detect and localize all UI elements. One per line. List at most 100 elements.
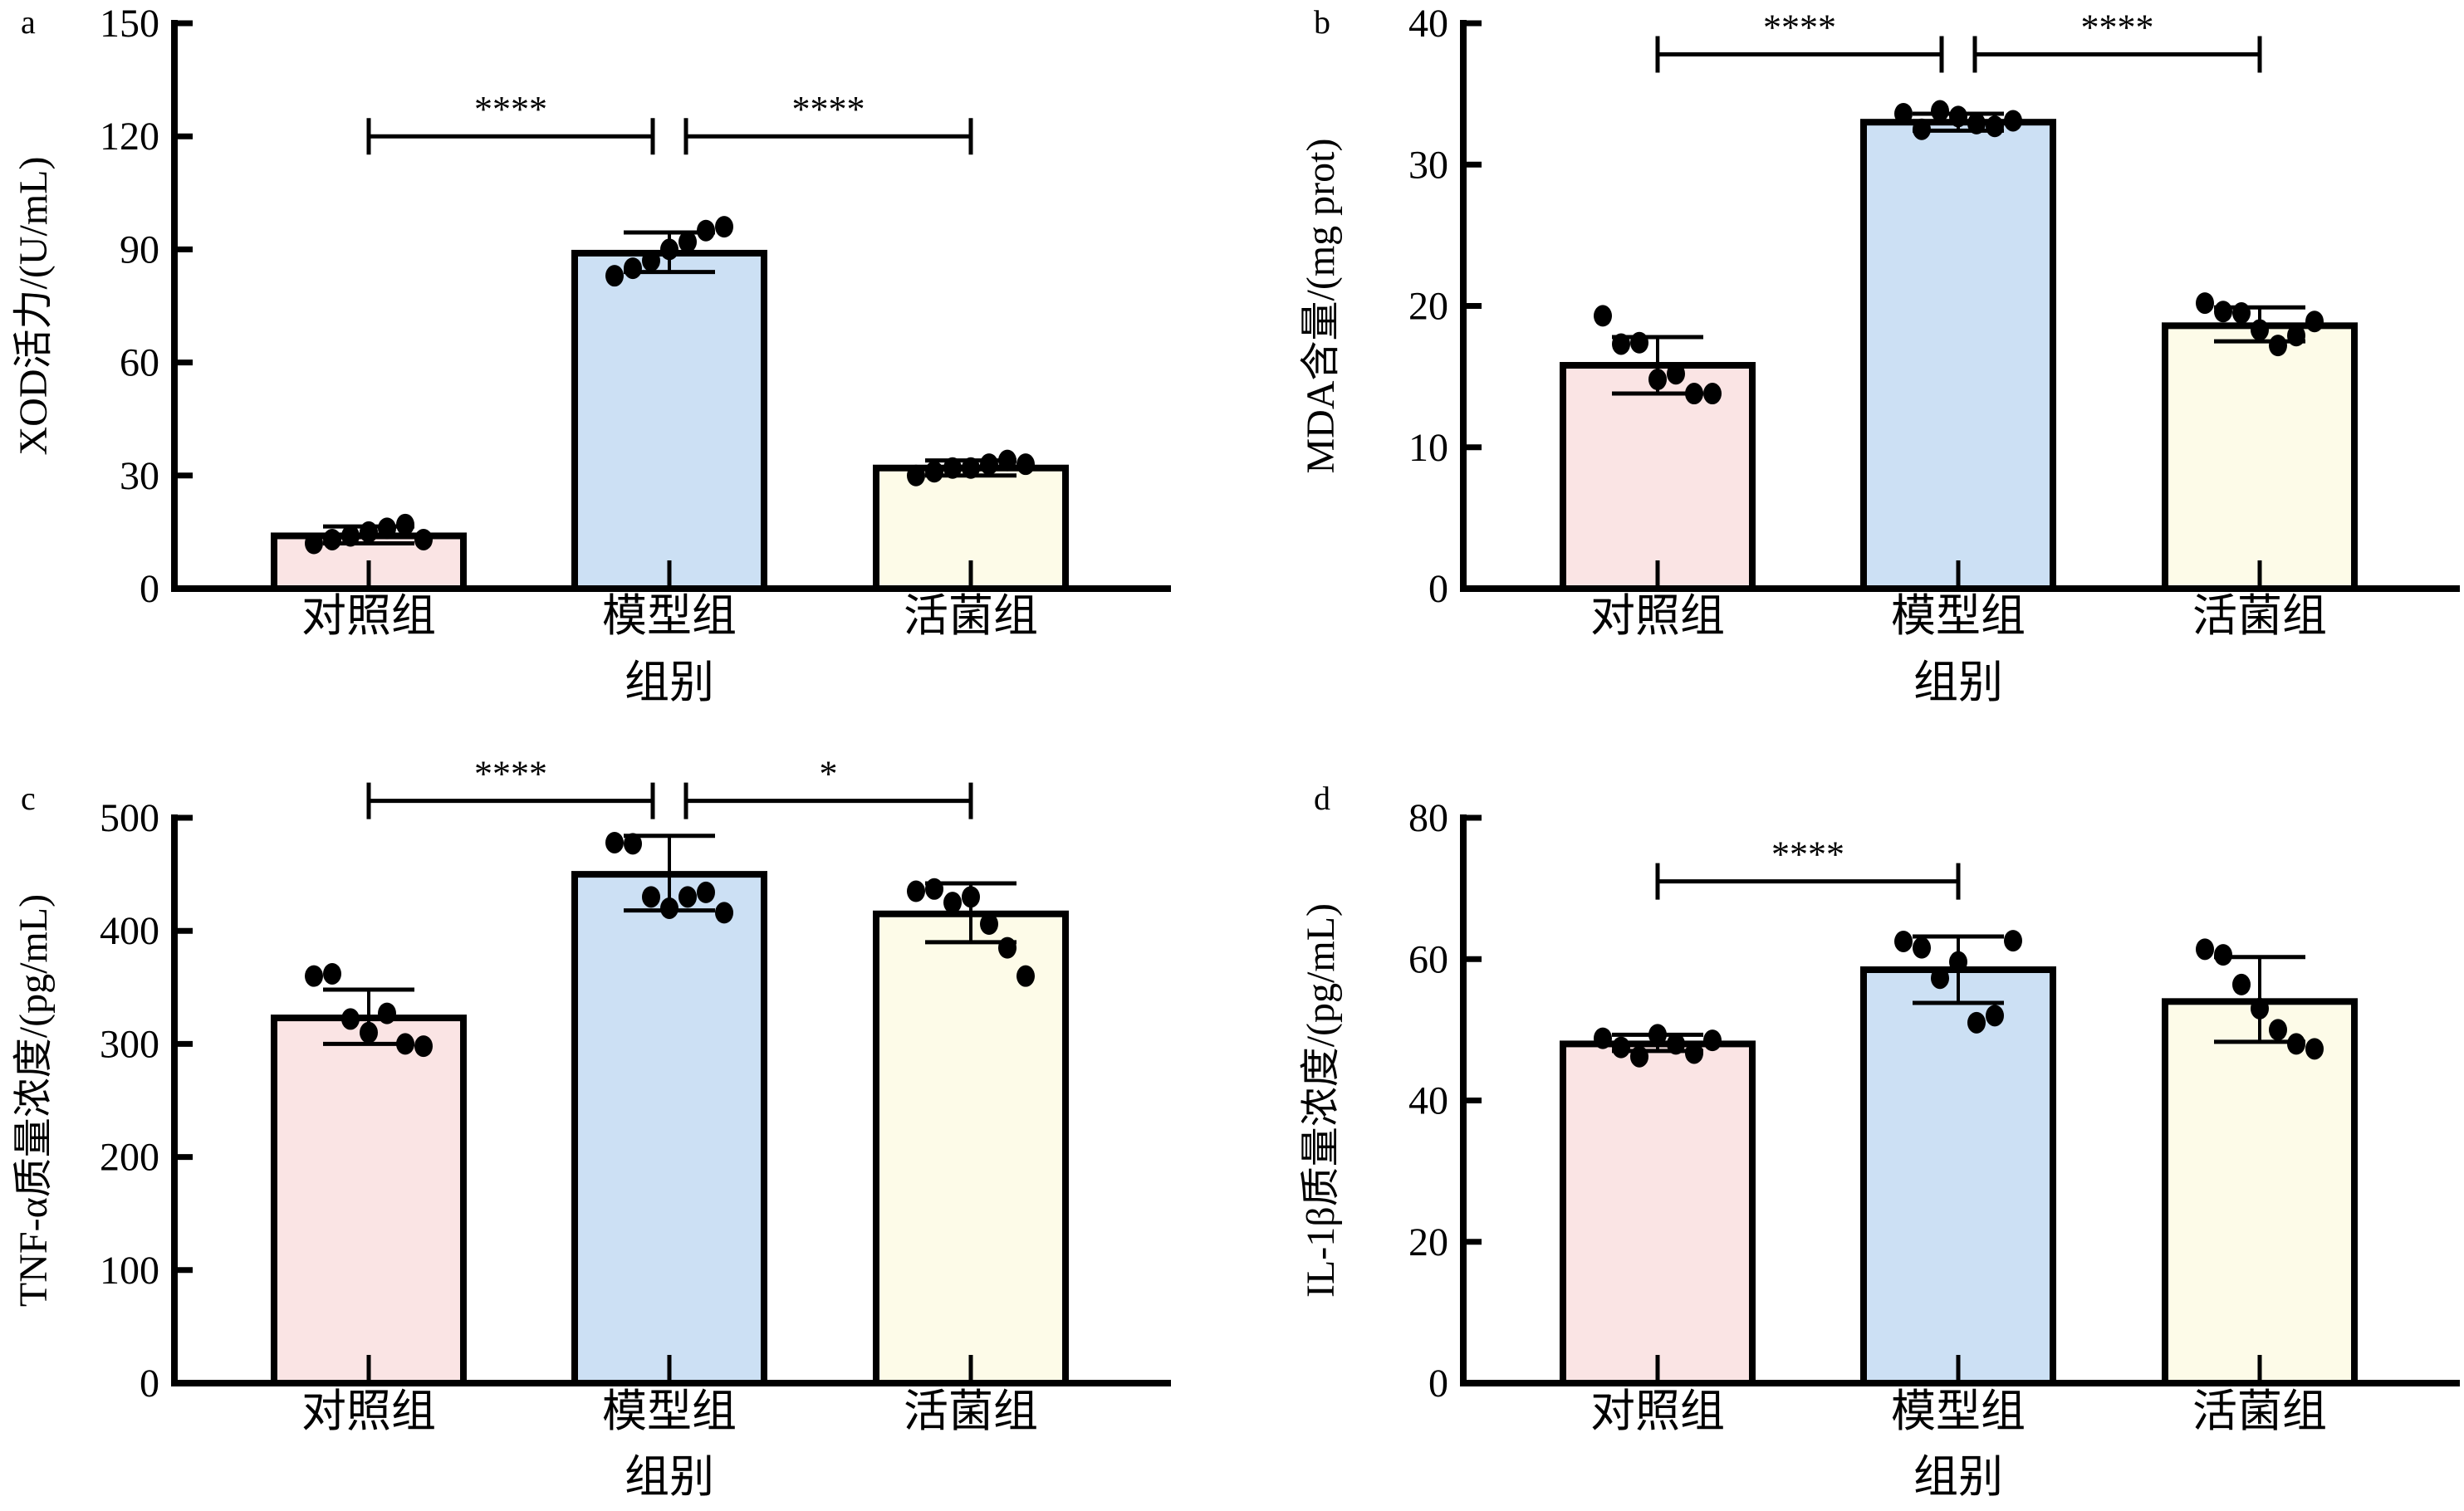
data-point (1630, 1045, 1648, 1068)
data-point (1016, 965, 1035, 987)
data-point (1913, 936, 1931, 959)
category-label: 活菌组 (904, 591, 1038, 641)
x-axis-label: 组别 (625, 1452, 714, 1502)
y-tick-label: 20 (1408, 285, 1448, 329)
data-point (2004, 110, 2022, 132)
data-point (2196, 292, 2214, 315)
data-point (2214, 944, 2232, 966)
data-point (396, 1033, 414, 1055)
data-point (605, 265, 624, 287)
data-point (678, 886, 697, 908)
data-point (360, 1021, 378, 1044)
data-point (715, 902, 733, 924)
data-point (697, 881, 715, 903)
data-point (998, 449, 1016, 472)
bar-control (1560, 362, 1756, 592)
chart-panel-c: c 0 100 200 300 400 500 对照组 模型组 活菌组 TNF-α质量浓度/(pg/… (12, 754, 1171, 1502)
data-point (2251, 997, 2269, 1020)
data-point (2305, 1038, 2324, 1060)
y-tick-label: 40 (1408, 2, 1448, 46)
data-point (642, 886, 660, 908)
y-tick-label: 30 (1408, 143, 1448, 187)
data-point (998, 936, 1016, 959)
bar-live (2162, 322, 2358, 592)
data-point (642, 250, 660, 272)
y-tick-label: 30 (120, 454, 159, 498)
category-label: 活菌组 (904, 1386, 1038, 1436)
bar-model (571, 249, 767, 592)
data-point (323, 962, 341, 985)
data-point (323, 528, 341, 550)
data-point (305, 965, 323, 987)
category-label: 活菌组 (2192, 1386, 2327, 1436)
y-axis-label: IL-1β质量浓度/(pg/mL) (1299, 903, 1343, 1298)
data-point (2269, 1019, 2287, 1041)
significance-label: **** (792, 89, 865, 130)
x-axis-label: 组别 (625, 658, 714, 707)
data-point (980, 913, 998, 936)
data-point (2232, 302, 2251, 325)
data-point (1931, 100, 1949, 122)
bar-live (2162, 998, 2358, 1386)
bar-model (1860, 119, 2056, 593)
panel-label: b (1314, 3, 1330, 41)
data-point (1894, 102, 1913, 125)
y-tick-label: 60 (120, 341, 159, 385)
y-axis-label: MDA含量/(mg prot) (1299, 139, 1343, 474)
y-tick-label: 20 (1408, 1220, 1448, 1264)
y-tick-label: 400 (100, 909, 159, 953)
data-point (360, 521, 378, 543)
data-point (1594, 1027, 1612, 1049)
data-point (1967, 1011, 1986, 1034)
category-label: 活菌组 (2192, 591, 2327, 641)
y-axis-label: TNF-α质量浓度/(pg/mL) (12, 894, 56, 1307)
category-label: 对照组 (1590, 591, 1725, 641)
data-point (2196, 938, 2214, 961)
category-label: 模型组 (1891, 1386, 2026, 1436)
data-point (2269, 335, 2287, 357)
significance-label: **** (474, 754, 547, 795)
data-point (341, 525, 360, 547)
data-point (1612, 333, 1630, 355)
data-point (1685, 1042, 1703, 1064)
y-tick-label: 120 (100, 115, 159, 159)
data-point (1612, 1036, 1630, 1059)
data-point (341, 1008, 360, 1030)
significance-label: **** (474, 89, 547, 130)
data-point (1949, 951, 1967, 973)
x-axis-label: 组别 (1913, 658, 2003, 707)
category-label: 对照组 (1590, 1386, 1725, 1436)
data-point (1648, 369, 1667, 391)
data-point (715, 216, 733, 238)
data-point (962, 457, 980, 479)
data-point (660, 238, 678, 261)
data-point (943, 892, 962, 914)
data-point (1667, 1033, 1685, 1055)
significance-label: **** (1763, 7, 1836, 47)
significance-label: **** (2081, 7, 2154, 47)
data-point (378, 517, 396, 540)
category-label: 模型组 (1891, 591, 2026, 641)
data-point (660, 897, 678, 919)
data-point (925, 461, 943, 483)
data-point (697, 219, 715, 242)
y-tick-label: 10 (1408, 426, 1448, 470)
data-point (980, 453, 998, 476)
y-tick-label: 300 (100, 1022, 159, 1066)
x-axis-label: 组别 (1913, 1452, 2003, 1502)
y-tick-label: 0 (1428, 567, 1448, 611)
significance-label: **** (1771, 834, 1844, 875)
data-point (1630, 331, 1648, 354)
y-tick-label: 0 (140, 567, 159, 611)
bar-model (1860, 966, 2056, 1387)
data-point (907, 464, 925, 487)
y-tick-label: 90 (120, 227, 159, 271)
data-point (2214, 301, 2232, 323)
y-tick-label: 100 (100, 1249, 159, 1293)
category-label: 模型组 (602, 1386, 737, 1436)
chart-panel-d: d 0 20 40 60 80 对照组 模型组 活菌组 IL-1β质量浓度/(pg/mL) 组别 **… (1299, 780, 2460, 1502)
data-point (414, 1035, 433, 1058)
data-point (2305, 311, 2324, 333)
panel-label: c (21, 780, 36, 817)
